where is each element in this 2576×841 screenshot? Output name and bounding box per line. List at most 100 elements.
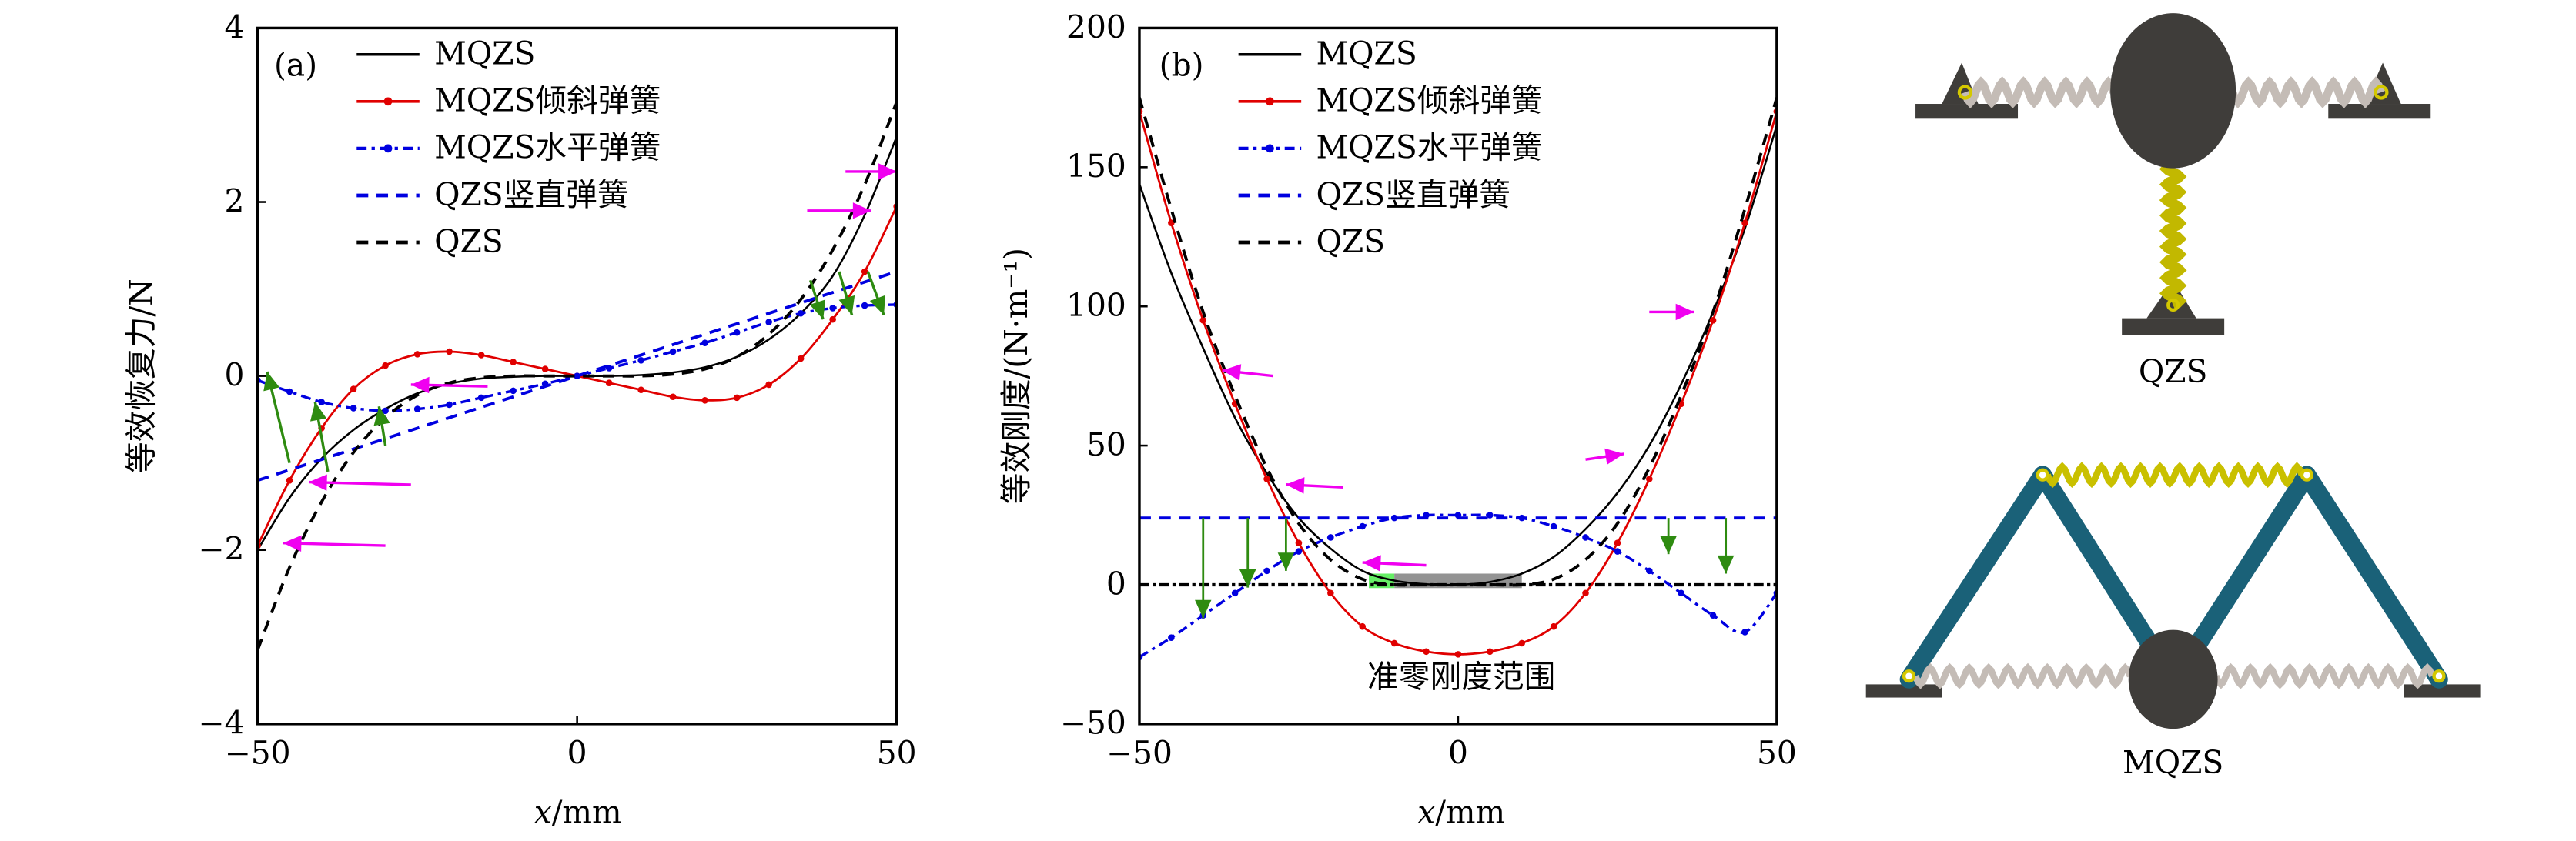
data-point: [637, 356, 644, 364]
y-tick-label: 50: [1086, 426, 1126, 463]
panel-a-curves: [257, 101, 897, 651]
legend-label: QZS: [434, 223, 503, 260]
pin: [2036, 468, 2049, 482]
data-point: [318, 399, 325, 405]
green-arrow-head: [1239, 569, 1256, 588]
data-point: [765, 381, 772, 389]
data-point: [1199, 316, 1207, 324]
bottom-spring-right: [2213, 662, 2436, 689]
base-left: [1865, 684, 1942, 698]
data-point: [1550, 522, 1557, 530]
range-green: [1369, 573, 1395, 589]
green-arrow-head: [838, 295, 855, 315]
link-left-inner: [2033, 466, 2170, 669]
mass: [2128, 629, 2218, 729]
panel-b-ylabel: 等效刚度/(N·m⁻¹): [998, 248, 1035, 504]
horizontal-spring-left: [1961, 76, 2118, 108]
legend-marker: [383, 144, 393, 153]
data-point: [605, 379, 613, 386]
data-point: [350, 405, 357, 412]
magenta-arrow-head: [410, 376, 430, 394]
pin-left: [1957, 85, 1973, 100]
data-point: [861, 302, 868, 309]
mass: [2110, 13, 2236, 169]
series-4: [1139, 97, 1777, 587]
green-arrow-head: [1717, 555, 1735, 574]
panel-b-ticks: −50 0 50 100 150 200 −50 0 50: [1060, 8, 1797, 771]
magenta-arrow-head: [852, 202, 871, 219]
data-point: [1741, 219, 1748, 226]
data-point: [1327, 534, 1334, 541]
data-point: [1168, 219, 1175, 226]
data-point: [477, 394, 485, 402]
pin: [1902, 669, 1916, 683]
legend-label: MQZS: [434, 35, 535, 72]
panel-b-curves: [1139, 97, 1777, 661]
magenta-arrow-head: [1222, 364, 1242, 381]
data-point: [1359, 522, 1367, 530]
series-line: [1139, 97, 1777, 587]
series-3: [257, 270, 897, 482]
data-point: [1487, 512, 1494, 519]
magenta-arrow-head: [1604, 448, 1624, 465]
qzs-label: QZS: [2139, 353, 2208, 390]
legend-label: QZS: [1316, 223, 1385, 260]
base-right: [2404, 684, 2481, 698]
data-point: [1614, 539, 1621, 546]
y-tick-label: −50: [1060, 705, 1126, 742]
panel-a-arrows: [263, 163, 897, 552]
data-point: [1295, 539, 1303, 546]
legend-marker: [1266, 144, 1274, 153]
data-point: [541, 365, 549, 372]
data-point: [1359, 622, 1367, 630]
data-point: [669, 393, 677, 401]
data-point: [1454, 651, 1462, 658]
y-tick-label: 200: [1066, 8, 1126, 45]
vertical-spring: [2159, 160, 2187, 310]
link-right-outer: [2297, 466, 2448, 689]
series-1: [1139, 108, 1777, 658]
legend-label: MQZS水平弹簧: [1316, 129, 1542, 166]
data-point: [286, 477, 293, 484]
data-point: [1263, 476, 1270, 482]
top-spring: [2044, 462, 2305, 489]
data-point: [829, 315, 836, 323]
panel-b-xlabel-unit: /mm: [1435, 793, 1505, 830]
magenta-arrow-head: [1675, 303, 1694, 321]
base-bottom: [2122, 318, 2225, 335]
y-tick-label: −4: [198, 705, 244, 742]
data-point: [1423, 648, 1430, 656]
y-tick-label: 4: [225, 8, 245, 45]
data-point: [1390, 639, 1398, 647]
panel-b-legend: MQZS MQZS倾斜弹簧 MQZS水平弹簧 QZS竖直弹簧 QZS: [1238, 35, 1543, 260]
legend-label: MQZS倾斜弹簧: [1316, 82, 1542, 119]
data-point: [1168, 634, 1175, 641]
pin-bottom: [2166, 298, 2180, 312]
data-point: [413, 405, 421, 412]
data-point: [382, 362, 389, 369]
pin-right: [2374, 85, 2389, 100]
pin: [2300, 468, 2313, 482]
series-4: [257, 101, 897, 651]
green-arrow-head: [1195, 599, 1212, 619]
y-tick-label: 0: [1106, 566, 1126, 602]
y-tick-label: 150: [1066, 148, 1126, 185]
panel-a-ylabel: 等效恢复力/N: [122, 279, 159, 473]
link-right-inner: [2179, 466, 2317, 669]
legend-label: MQZS倾斜弹簧: [434, 82, 661, 119]
x-tick-label: −50: [1106, 734, 1173, 771]
data-point: [1614, 548, 1621, 555]
green-arrow-head: [809, 299, 826, 320]
green-arrow-head: [263, 371, 280, 392]
panel-b-tag: (b): [1159, 47, 1204, 84]
x-tick-label: 0: [1448, 734, 1468, 771]
data-point: [701, 339, 708, 346]
magenta-arrow-head: [283, 535, 302, 552]
y-tick-label: 100: [1066, 287, 1126, 324]
data-point: [733, 394, 741, 402]
data-point: [669, 348, 677, 355]
pin: [2432, 669, 2446, 683]
y-tick-label: 0: [225, 357, 245, 394]
legend-label: MQZS水平弹簧: [434, 129, 661, 166]
data-point: [382, 407, 389, 415]
